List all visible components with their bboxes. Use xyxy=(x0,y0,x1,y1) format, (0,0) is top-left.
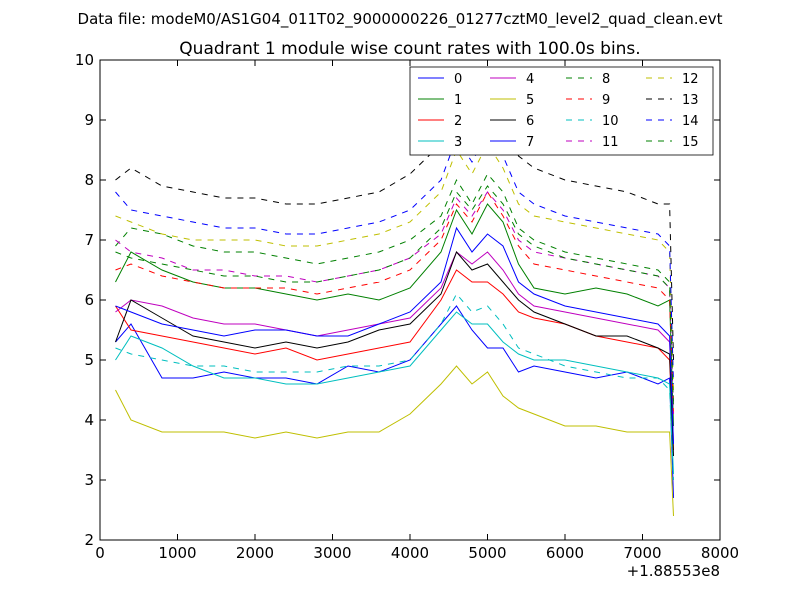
legend-label-14: 14 xyxy=(682,114,699,129)
y-tick-label: 8 xyxy=(84,171,94,189)
x-tick-label: 4000 xyxy=(391,544,429,562)
series-line-2 xyxy=(115,269,674,451)
x-tick-label: 0 xyxy=(95,544,105,562)
series-line-12 xyxy=(115,143,674,391)
legend-label-10: 10 xyxy=(602,114,619,129)
legend-label-7: 7 xyxy=(526,135,534,150)
series-line-10 xyxy=(115,293,674,481)
y-tick-label: 2 xyxy=(84,531,94,549)
legend-box xyxy=(409,66,714,156)
x-tick-label: 8000 xyxy=(701,544,739,562)
legend-label-3: 3 xyxy=(454,135,462,150)
legend-label-5: 5 xyxy=(526,93,534,108)
series-line-5 xyxy=(115,365,674,517)
y-tick-label: 3 xyxy=(84,471,94,489)
x-tick-label: 1000 xyxy=(158,544,196,562)
legend-label-15: 15 xyxy=(682,135,699,150)
series-line-15 xyxy=(115,185,674,409)
legend-label-2: 2 xyxy=(454,114,462,129)
series-line-9 xyxy=(115,191,674,415)
y-tick-label: 4 xyxy=(84,411,94,429)
plot-lines xyxy=(115,94,674,517)
y-tick-label: 9 xyxy=(84,111,94,129)
y-tick-label: 10 xyxy=(75,51,94,69)
series-line-14 xyxy=(115,131,674,385)
x-tick-label: 6000 xyxy=(546,544,584,562)
legend-label-6: 6 xyxy=(526,114,534,129)
series-line-1 xyxy=(115,203,674,427)
legend-label-11: 11 xyxy=(602,135,619,150)
legend-label-1: 1 xyxy=(454,93,462,108)
x-tick-label: 7000 xyxy=(623,544,661,562)
series-line-6 xyxy=(115,251,674,457)
x-axis: 0 1000 2000 3000 4000 5000 6000 7000 8000 xyxy=(95,60,739,562)
y-tick-label: 7 xyxy=(84,231,94,249)
legend-label-4: 4 xyxy=(526,72,534,87)
legend-label-0: 0 xyxy=(454,72,462,87)
x-tick-label: 5000 xyxy=(468,544,506,562)
series-line-11 xyxy=(115,191,674,415)
series-line-0 xyxy=(115,305,674,499)
legend-label-8: 8 xyxy=(602,72,610,87)
y-tick-label: 5 xyxy=(84,351,94,369)
x-offset-label: +1.88553e8 xyxy=(627,562,720,580)
x-tick-label: 3000 xyxy=(313,544,351,562)
series-line-8 xyxy=(115,173,674,403)
series-line-7 xyxy=(115,226,674,445)
legend-label-9: 9 xyxy=(602,93,610,108)
legend-label-12: 12 xyxy=(682,72,699,87)
chart-title: Quadrant 1 module wise count rates with … xyxy=(179,39,640,59)
series-line-3 xyxy=(115,311,674,475)
y-tick-label: 6 xyxy=(84,291,94,309)
series-line-4 xyxy=(115,251,674,445)
figure-suptitle: Data file: modeM0/AS1G04_011T02_90000002… xyxy=(78,10,723,29)
x-tick-label: 2000 xyxy=(236,544,274,562)
legend-label-13: 13 xyxy=(682,93,699,108)
